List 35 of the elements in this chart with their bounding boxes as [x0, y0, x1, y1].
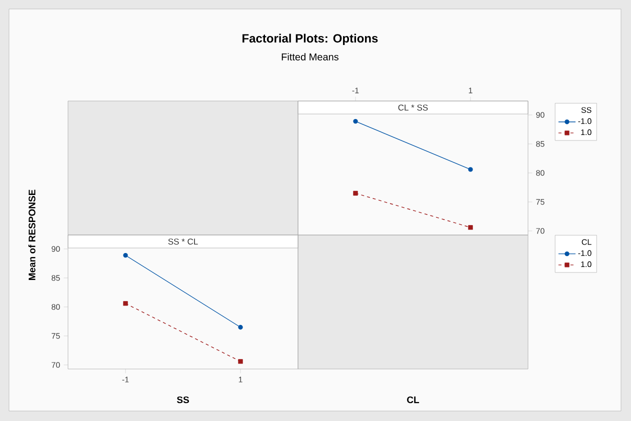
chart-subtitle: Fitted Means: [282, 53, 338, 60]
point: [123, 252, 128, 258]
point: [353, 118, 358, 124]
y-tick-label: 90: [536, 112, 544, 118]
point: [468, 225, 473, 230]
y-tick-label: 80: [536, 170, 544, 176]
legend-label: -1.0: [578, 118, 592, 124]
chart-title: Factorial Plots: Options: [242, 34, 378, 45]
x-tick-label: -1: [352, 88, 359, 94]
y-tick-label: 85: [536, 141, 544, 147]
y-tick-label: 70: [536, 228, 544, 234]
point: [123, 301, 128, 306]
annotation: CL * SS: [398, 104, 428, 111]
x-axis-title: CL: [407, 396, 420, 404]
point: [353, 190, 358, 196]
y-tick-label: 75: [536, 199, 544, 205]
annotation: SS * CL: [168, 238, 198, 245]
legend-label: 1.0: [581, 129, 592, 136]
legend-label: 1.0: [581, 261, 592, 268]
y-tick-label: 90: [52, 246, 60, 252]
point: [468, 167, 473, 172]
y-tick-label: 75: [52, 333, 60, 339]
y-tick-label: 80: [52, 304, 60, 310]
x-tick-label: 1: [238, 376, 242, 382]
point: [238, 324, 243, 330]
x-tick-label: -1: [122, 376, 129, 382]
y-tick-label: 85: [52, 275, 60, 281]
x-axis-title: SS: [176, 396, 189, 404]
legend-title: SS: [581, 107, 592, 113]
legend-label: -1.0: [578, 250, 592, 256]
x-tick-label: 1: [468, 88, 472, 94]
point: [238, 359, 243, 364]
legend-title: CL: [582, 239, 592, 245]
y-tick-label: 70: [52, 362, 60, 368]
y-axis-title: Mean of RESPONSE: [28, 190, 36, 280]
